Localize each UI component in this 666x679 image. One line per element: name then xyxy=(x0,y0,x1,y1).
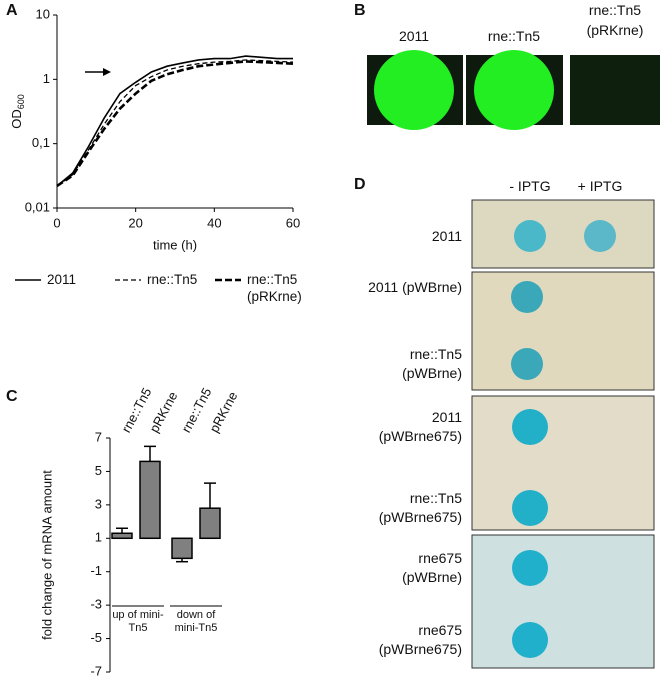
legend-label: rne::Tn5 (pRKrne) xyxy=(247,272,302,304)
panel-label: B xyxy=(354,2,366,19)
plate xyxy=(471,534,655,669)
spot xyxy=(514,220,546,252)
spot xyxy=(511,348,543,380)
strain-label: 2011 (pWBrne675) xyxy=(378,409,462,444)
strain-label: rne675 (pWBrne) xyxy=(402,550,462,585)
panel-label: D xyxy=(354,176,366,193)
strain-label: rne::Tn5 (pWBrne675) xyxy=(378,490,462,525)
line xyxy=(56,55,293,187)
y-tick-label: -5 xyxy=(90,630,102,645)
y-tick-label: 7 xyxy=(95,429,102,444)
spot xyxy=(512,622,548,658)
spot xyxy=(512,409,548,445)
legend-label: rne::Tn5 xyxy=(147,272,198,287)
x-tick-label: 0 xyxy=(53,215,60,230)
x-tick-label: 20 xyxy=(128,215,142,230)
y-tick-label: 0,01 xyxy=(25,199,50,214)
spot xyxy=(511,281,543,313)
y-axis-label: OD600 xyxy=(9,94,26,129)
y-tick-label: 5 xyxy=(95,463,102,478)
spot xyxy=(584,220,616,252)
group-label: up of mini-Tn5 xyxy=(112,609,164,634)
spot xyxy=(512,550,548,586)
column-label: + IPTG xyxy=(577,178,623,194)
plate xyxy=(471,199,655,269)
column-label: - IPTG xyxy=(509,178,551,194)
bar xyxy=(199,507,221,540)
y-axis-label-sub: 600 xyxy=(16,94,26,109)
group-label: down of mini-Tn5 xyxy=(174,609,218,634)
x-tick-label: 40 xyxy=(207,215,221,230)
x-axis-label: time (h) xyxy=(153,237,197,252)
colony xyxy=(474,50,554,130)
y-tick-label: 1 xyxy=(95,530,102,545)
y-tick-label: 1 xyxy=(43,71,50,86)
line xyxy=(56,59,294,187)
y-tick-label: 0,1 xyxy=(32,135,50,150)
panel-label: C xyxy=(6,388,18,405)
strain-label: 2011 xyxy=(431,228,462,244)
strain-label: rne::Tn5 (pWBrne) xyxy=(402,346,462,381)
plate xyxy=(471,395,655,531)
y-axis-label-main: OD xyxy=(9,109,24,129)
y-tick-label: -1 xyxy=(90,563,102,578)
y-tick-label: -3 xyxy=(90,597,102,612)
x-tick-label: 60 xyxy=(286,215,300,230)
image xyxy=(570,55,660,125)
plate xyxy=(471,271,655,391)
colony xyxy=(374,50,454,130)
image-label: rne::Tn5 xyxy=(487,28,541,44)
bar xyxy=(139,460,161,540)
spot xyxy=(512,490,548,526)
y-axis-label: fold change of mRNA amount xyxy=(39,470,54,640)
arrow-head xyxy=(103,68,111,76)
strain-label: 2011 (pWBrne) xyxy=(368,279,462,295)
bar xyxy=(171,537,193,560)
y-tick-label: -7 xyxy=(90,663,102,678)
bar xyxy=(111,532,133,540)
y-tick-label: 10 xyxy=(36,6,50,21)
panel-label: A xyxy=(6,2,18,19)
image-label: rne::Tn5 (pRKrne) xyxy=(586,2,644,38)
legend-label: 2011 xyxy=(47,272,77,287)
strain-label: rne675 (pWBrne675) xyxy=(378,622,462,657)
line xyxy=(56,60,294,188)
image-label: 2011 xyxy=(398,28,430,44)
y-tick-label: 3 xyxy=(95,496,102,511)
